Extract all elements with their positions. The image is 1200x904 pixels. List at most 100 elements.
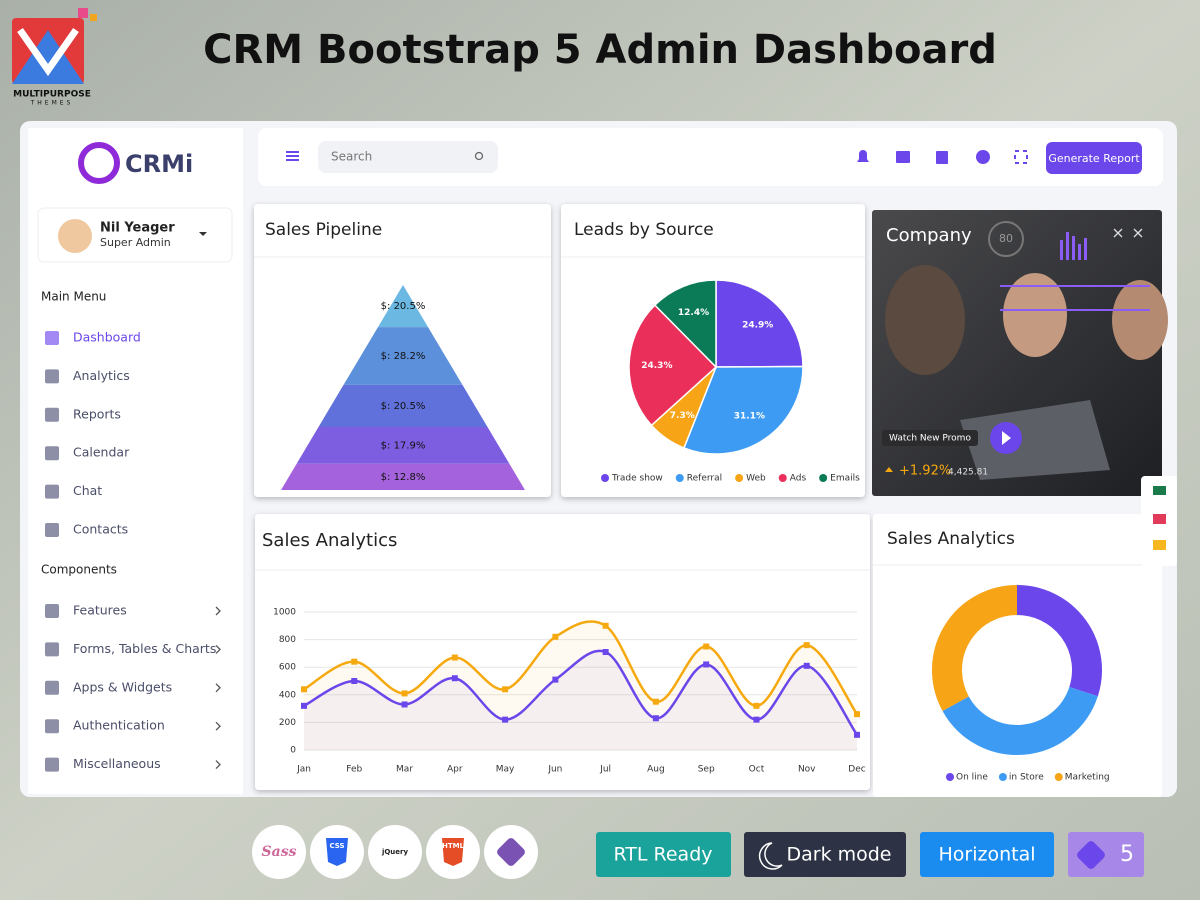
menu-item[interactable]: Contacts [73,522,128,537]
legend-label: in Store [1009,773,1044,783]
moon-icon [758,842,783,870]
badge [920,832,1054,877]
data-label: 24.9% [742,321,773,331]
legend-marker [601,474,609,482]
menu-icon [45,523,59,537]
point [351,678,358,684]
dropdown-caret [199,232,207,236]
topbar-icons[interactable] [857,150,1028,164]
point [652,698,659,705]
point [502,716,509,723]
point [854,711,860,718]
x-tick-label: Aug [647,765,665,775]
x-tick-label: Jun [547,765,562,775]
company-photo [872,210,1168,496]
tech-icon [497,838,525,866]
data-label: $: 17.9% [381,440,426,451]
shield [442,838,464,866]
menu-icon [45,407,59,422]
menu-icon [45,446,59,461]
legend-marker [819,474,828,482]
line-card [255,514,870,790]
pie-slice [628,304,718,427]
badge-label: 5 [1120,842,1134,867]
point [451,654,458,661]
side-widgets[interactable] [1141,476,1177,566]
point [602,622,609,629]
menu-icon [45,642,59,657]
tech-icon [252,825,306,879]
menu-heading: Main Menu [41,290,106,304]
brand-name: CRMi [125,150,193,178]
legend-label: On line [956,773,988,783]
tech-label: CSS [329,842,344,850]
donut-segment [932,585,1018,711]
search-placeholder: Search [331,150,372,164]
badge-label: RTL Ready [613,844,712,866]
menu-item[interactable]: Calendar [73,445,130,460]
chevron [215,760,221,770]
funnel-segment [343,327,463,385]
point [602,649,609,656]
data-label: 7.3% [670,411,695,421]
card-title: Company [886,225,972,246]
menu-toggle[interactable] [286,151,299,161]
card-title: Sales Analytics [262,530,397,551]
tech-icon [368,825,422,879]
badge-label: Horizontal [938,844,1035,866]
menu-heading: Components [41,563,117,577]
x-tick-label: Jul [599,765,611,775]
chevron [215,683,221,693]
legend-label: Web [746,474,766,484]
menu-item[interactable]: Features [73,603,127,618]
y-tick-label: 0 [290,746,296,756]
point [652,715,659,722]
generate-report-button[interactable] [1046,142,1142,174]
stock-change: +1.92% [899,464,951,479]
menu-item[interactable]: Apps & Widgets [73,679,172,694]
chevron [215,721,221,731]
expand-icon[interactable] [1113,228,1143,238]
data-label: $: 28.2% [381,351,426,362]
logo-text: MULTIPURPOSE [13,90,91,100]
legend-marker [675,474,684,482]
badge [744,832,906,877]
menu-item[interactable]: Analytics [73,368,130,383]
y-tick-label: 400 [279,690,296,700]
badge-label: Dark mode [786,844,891,866]
badge [596,832,731,877]
y-tick-label: 800 [279,635,296,645]
donut-segment [1016,585,1102,697]
menu-item[interactable]: Miscellaneous [73,756,161,771]
search-icon [474,151,484,161]
legend-marker [946,773,954,781]
stock-price: 4,425.81 [948,468,988,478]
legend-label: Emails [830,474,860,484]
point [552,633,559,640]
menu-item[interactable]: Forms, Tables & Charts [73,641,216,656]
point [803,642,810,649]
menu-item[interactable]: Chat [73,483,102,498]
point [703,643,710,650]
menu-item[interactable]: Authentication [73,718,165,733]
point [753,702,760,709]
x-tick-label: Jan [296,765,311,775]
data-label: $: 12.8% [381,472,426,483]
menu-icon [45,331,59,345]
data-label: 12.4% [678,308,709,318]
shield [326,838,348,866]
brand-logo [78,142,120,184]
point [803,662,810,669]
point [451,675,458,682]
pie-slice [715,279,804,368]
point [301,702,307,709]
point [351,658,358,665]
area [304,650,857,750]
user-role: Super Admin [100,236,171,249]
menu-item[interactable]: Reports [73,406,121,421]
logo-subtext: THEMES [30,100,74,107]
chevron [215,606,221,616]
search-box[interactable] [318,141,498,173]
menu-item[interactable]: Dashboard [73,330,141,345]
funnel-segment [377,285,429,328]
